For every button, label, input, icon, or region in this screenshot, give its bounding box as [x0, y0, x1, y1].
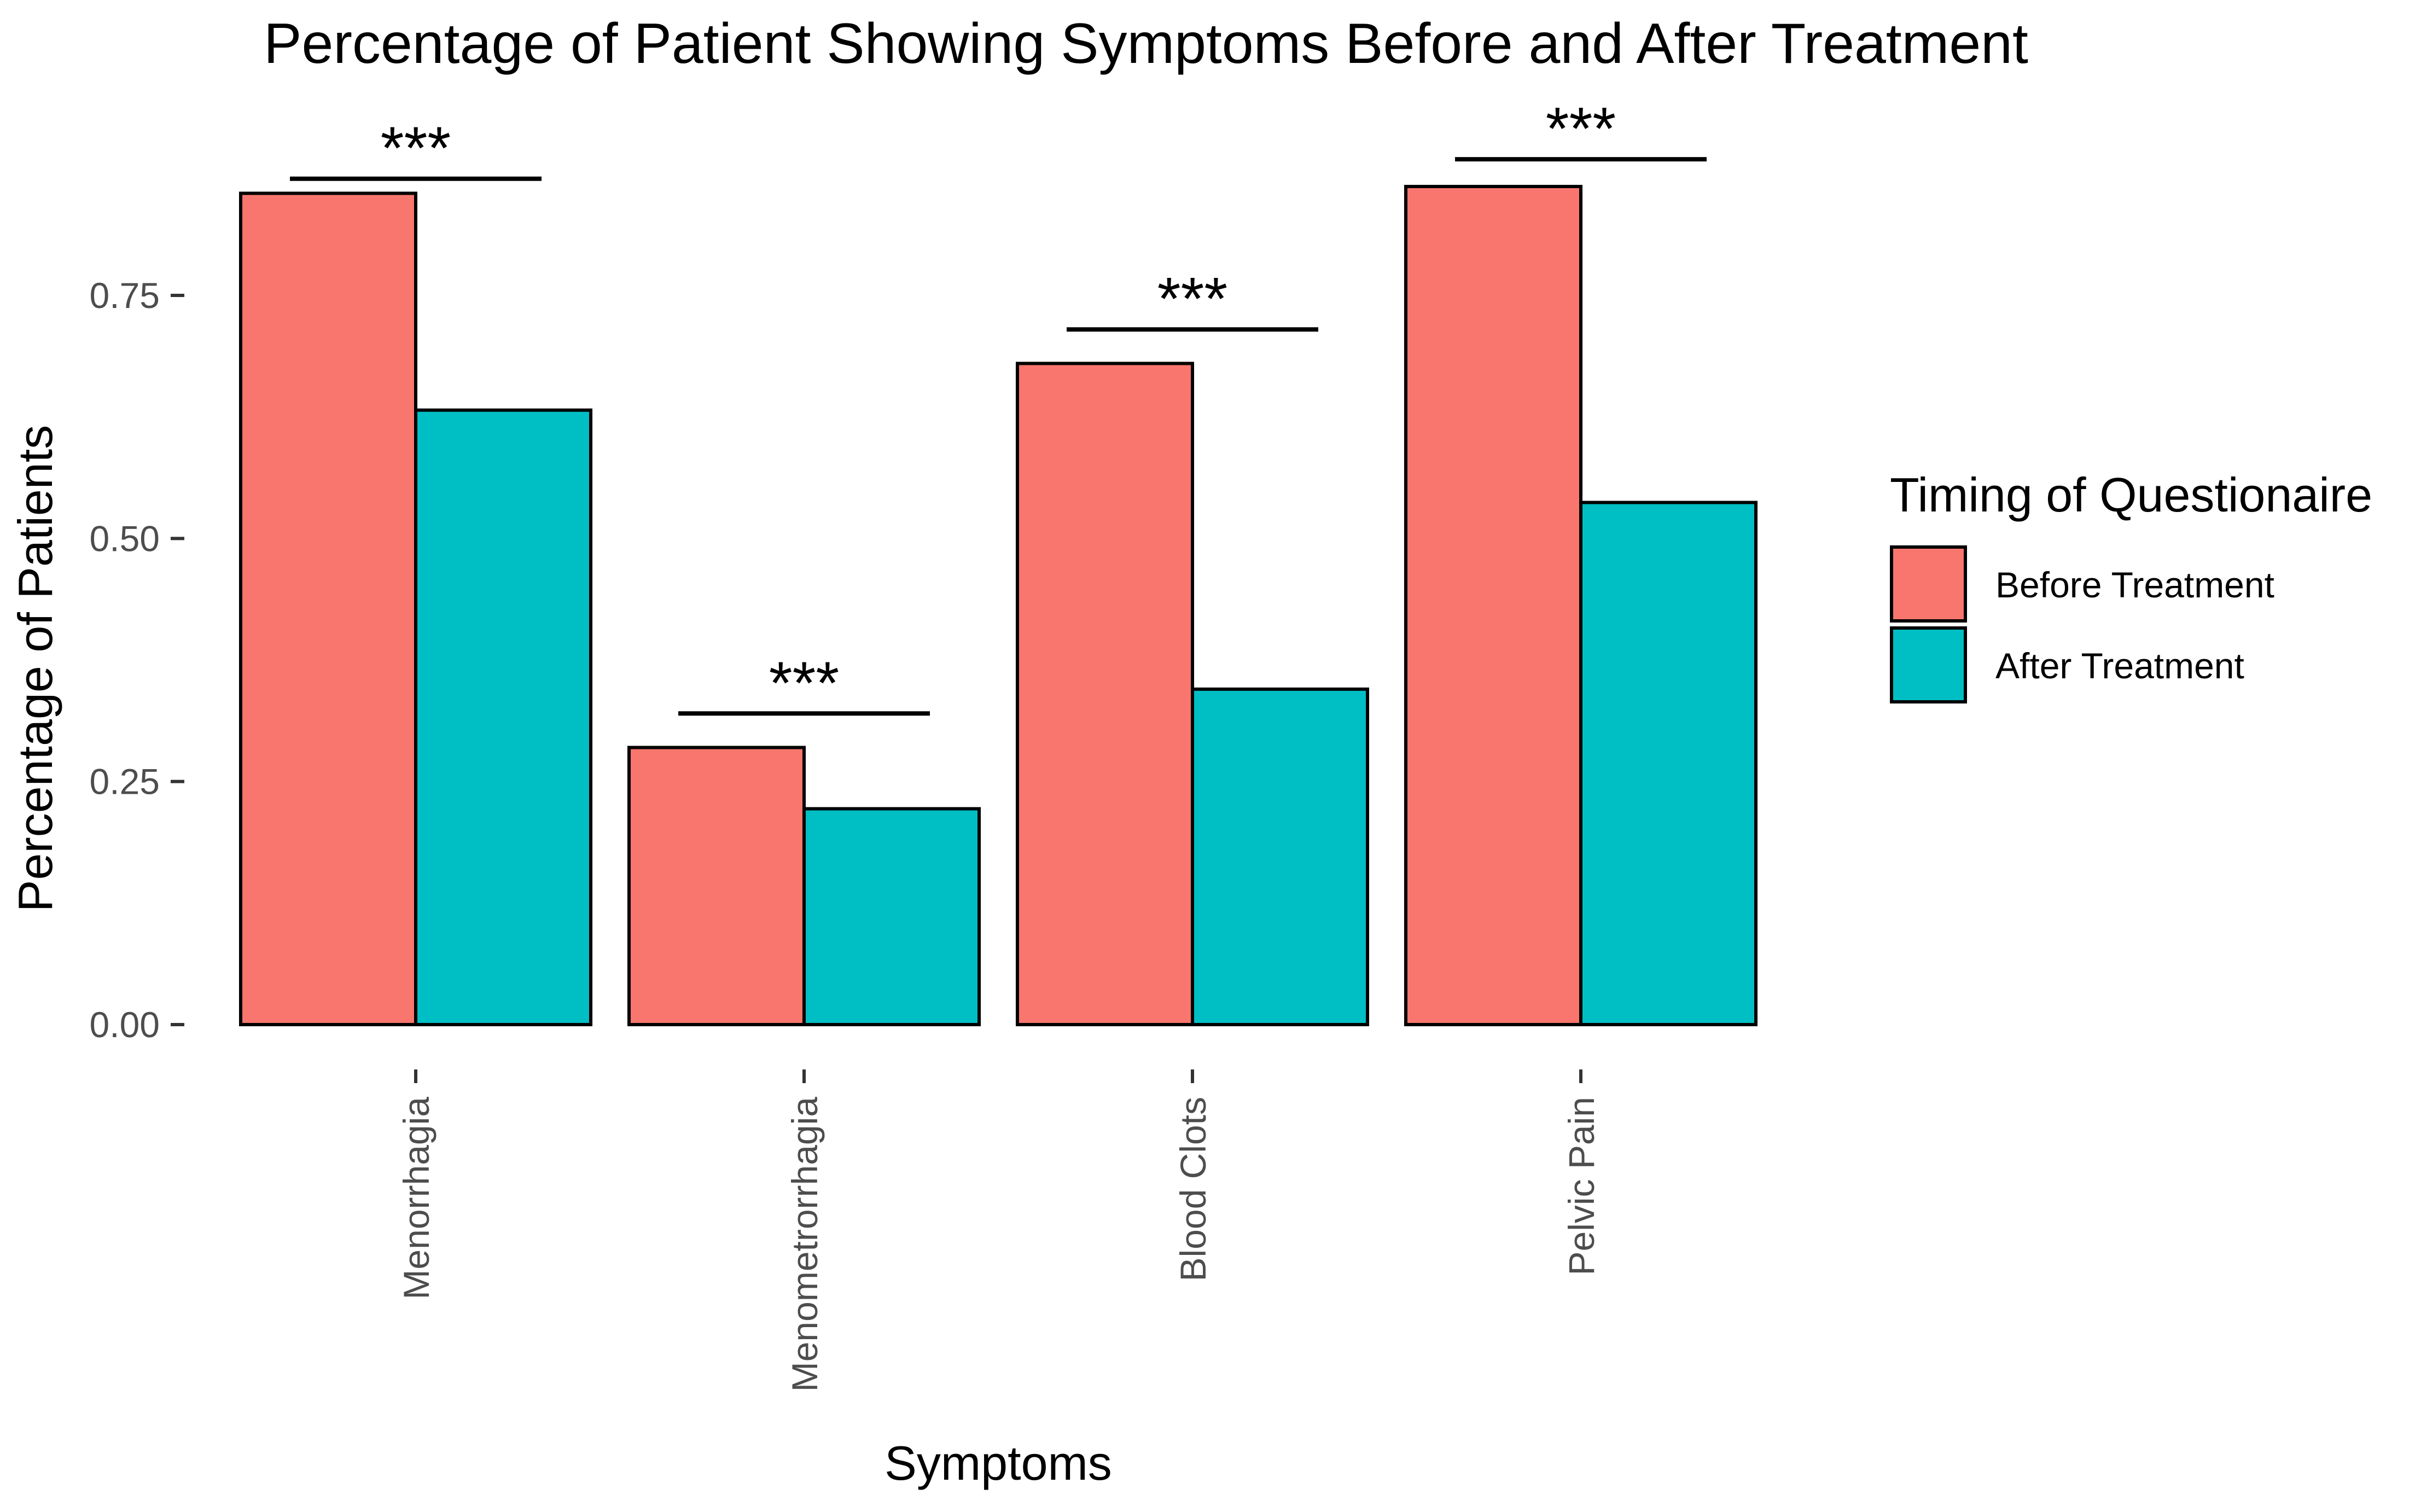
significance-layer: *** *** *** *** — [290, 95, 1707, 717]
legend-key-after — [1890, 626, 1967, 703]
bar-menorrhagia-after — [414, 408, 592, 1026]
x-axis-title: Symptoms — [884, 1436, 1112, 1490]
bar-blood-clots-before — [1016, 362, 1194, 1026]
legend-key-before — [1890, 545, 1967, 623]
bar-pelvic-pain-before — [1404, 184, 1582, 1026]
bar-menorrhagia-before — [239, 191, 417, 1026]
y-tick-label: 0.75 — [90, 275, 160, 316]
significance-label: *** — [769, 649, 839, 717]
bar-menometrorrhagia-after — [802, 807, 981, 1026]
x-tick-label: Pelvic Pain — [1561, 1097, 1602, 1276]
x-tick-label: Menometrorrhagia — [784, 1097, 825, 1392]
bar-pelvic-pain-after — [1579, 501, 1758, 1026]
x-axis: Menorrhagia Menometrorrhagia Blood Clots Pe… — [396, 1069, 1602, 1392]
legend-label-before: Before Treatment — [1995, 565, 2274, 605]
bars-layer — [239, 184, 1758, 1026]
legend: Timing of Questionaire Before Treatment A… — [1890, 468, 2372, 703]
y-tick-label: 0.25 — [90, 761, 160, 802]
y-axis: 0.00 0.25 0.50 0.75 — [90, 275, 184, 1045]
legend-label-after: After Treatment — [1995, 645, 2244, 686]
significance-label: *** — [1157, 265, 1227, 333]
y-tick-label: 0.50 — [90, 518, 160, 559]
bar-menometrorrhagia-before — [627, 746, 806, 1026]
chart-title: Percentage of Patient Showing Symptoms B… — [264, 12, 2028, 75]
significance-label: *** — [381, 115, 451, 182]
x-tick-label: Blood Clots — [1173, 1097, 1213, 1282]
y-tick-label: 0.00 — [90, 1004, 160, 1045]
significance-label: *** — [1546, 95, 1616, 162]
legend-title: Timing of Questionaire — [1890, 468, 2372, 522]
y-axis-title: Percentage of Patients — [8, 425, 62, 912]
bar-blood-clots-after — [1191, 687, 1369, 1026]
x-tick-label: Menorrhagia — [396, 1097, 437, 1300]
